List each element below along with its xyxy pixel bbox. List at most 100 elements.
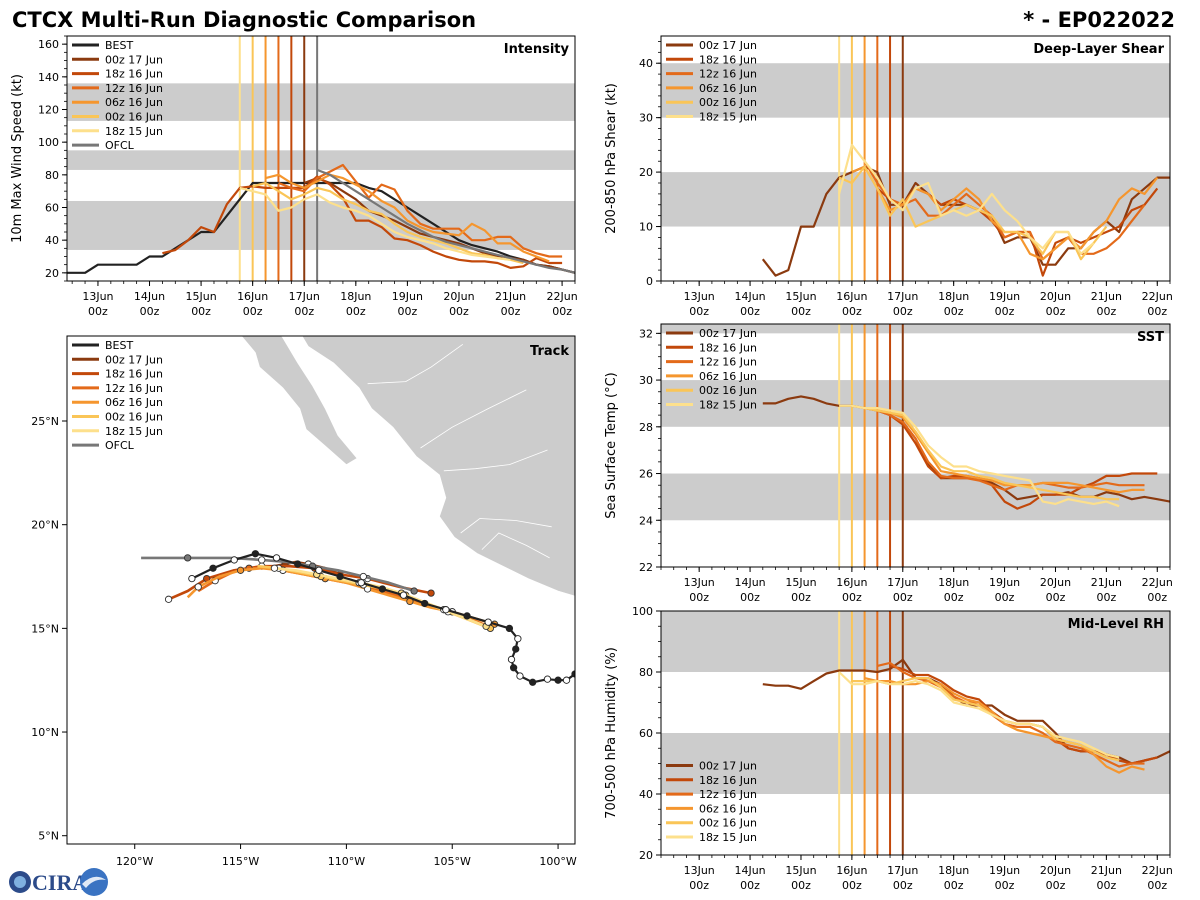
rh-ytick-label: 40 — [639, 788, 653, 801]
rh-xtick-label: 15Jun — [785, 864, 816, 877]
sst-xtick-sublabel: 00z — [995, 591, 1015, 604]
sst-legend-label-06z-16-jun: 06z 16 Jun — [699, 370, 757, 383]
mexico-mainland — [301, 336, 575, 597]
shear-legend-label-00z-17-jun: 00z 17 Jun — [699, 39, 757, 52]
intensity-xtick-label: 21Jun — [495, 290, 526, 303]
shear-xtick-label: 18Jun — [938, 290, 969, 303]
rh-ytick-label: 20 — [639, 849, 653, 862]
track-point-best — [516, 672, 524, 680]
sst-xtick-sublabel: 00z — [893, 591, 913, 604]
rh-xtick-sublabel: 00z — [689, 879, 709, 892]
track-point-best — [272, 554, 281, 562]
sst-legend-label-18z-16-jun: 18z 16 Jun — [699, 341, 757, 354]
track-lon-label: 120°W — [116, 855, 153, 868]
track-point-best — [209, 564, 217, 572]
track-legend-label-18z-16-jun: 18z 16 Jun — [105, 368, 163, 381]
shear-xtick-label: 16Jun — [836, 290, 867, 303]
sst-xtick-sublabel: 00z — [689, 591, 709, 604]
shear-xtick-label: 14Jun — [734, 290, 765, 303]
track-legend-label-00z-17-jun: 00z 17 Jun — [105, 353, 163, 366]
track-point-best — [543, 675, 552, 683]
intensity-xtick-sublabel: 00z — [191, 305, 211, 318]
shear-xtick-label: 19Jun — [989, 290, 1020, 303]
track-point-ofcl — [183, 554, 192, 562]
track-point-best — [484, 618, 492, 626]
sst-xtick-label: 22Jun — [1142, 576, 1173, 589]
rh-xtick-label: 13Jun — [684, 864, 715, 877]
rh-xtick-sublabel: 00z — [1046, 879, 1066, 892]
intensity-xtick-label: 17Jun — [289, 290, 320, 303]
track-lat-label: 5°N — [38, 830, 59, 843]
intensity-xtick-sublabel: 00z — [88, 305, 108, 318]
track-legend-label-12z-16-jun: 12z 16 Jun — [105, 382, 163, 395]
intensity-shaded-band — [67, 83, 575, 121]
cira-logo-text: CIRA — [32, 870, 88, 895]
track-point-best — [507, 655, 516, 664]
track-lon-label: 100°W — [539, 855, 576, 868]
shear-xtick-sublabel: 00z — [689, 305, 709, 318]
sst-xtick-label: 15Jun — [785, 576, 816, 589]
track-point-18z-16-jun — [427, 589, 435, 597]
intensity-panel: 20 40 60 80 100 120 140 160 13Jun 00z 14Jun 00z 15Ju… — [10, 35, 578, 318]
intensity-series-best — [67, 181, 575, 274]
sst-xtick-sublabel: 00z — [944, 591, 964, 604]
sst-legend-label-18z-15-jun: 18z 15 Jun — [699, 399, 757, 412]
sst-xtick-label: 14Jun — [734, 576, 765, 589]
intensity-ytick-label: 80 — [45, 169, 59, 182]
intensity-xtick-sublabel: 00z — [501, 305, 521, 318]
intensity-shaded-band — [67, 150, 575, 170]
rh-ylabel: 700-500 hPa Humidity (%) — [604, 647, 619, 819]
sst-shaded-band — [661, 380, 1170, 427]
shear-ytick-label: 0 — [646, 275, 653, 288]
intensity-title: Intensity — [504, 42, 570, 57]
track-line-18z-15-jun — [274, 566, 487, 628]
sst-xtick-sublabel: 00z — [1147, 591, 1167, 604]
shear-series-12z-16-jun — [863, 160, 1146, 261]
shear-panel: 0 10 20 30 40 13Jun 00z 14Jun 00z 15Jun 00z 16Jun 00… — [604, 35, 1173, 318]
track-point-best — [357, 579, 365, 587]
intensity-legend-label-00z-16-jun: 00z 16 Jun — [105, 111, 163, 124]
track-legend-label-18z-15-jun: 18z 15 Jun — [105, 425, 163, 438]
sst-xtick-sublabel: 00z — [791, 591, 811, 604]
sst-series-00z-16-jun — [851, 404, 1120, 501]
track-point-best — [336, 572, 344, 581]
intensity-series-00z-16-jun — [252, 181, 524, 265]
track-point-ofcl — [359, 572, 367, 581]
intensity-legend-label-best: BEST — [105, 39, 133, 52]
track-point-best — [230, 556, 238, 564]
intensity-xtick-label: 16Jun — [237, 290, 268, 303]
intensity-legend-label-06z-16-jun: 06z 16 Jun — [105, 96, 163, 109]
storm-id-title: * - EP022022 — [1023, 8, 1175, 32]
rh-series-00z-16-jun — [851, 676, 1120, 762]
track-point-best — [562, 676, 571, 684]
intensity-xtick-label: 14Jun — [134, 290, 165, 303]
rh-xtick-sublabel: 00z — [791, 879, 811, 892]
shear-xtick-label: 20Jun — [1040, 290, 1071, 303]
sst-ytick-label: 28 — [639, 421, 653, 434]
intensity-xtick-sublabel: 00z — [449, 305, 469, 318]
rh-title: Mid-Level RH — [1068, 617, 1164, 632]
shear-ytick-label: 10 — [639, 221, 653, 234]
track-point-best — [514, 635, 522, 643]
rh-xtick-label: 17Jun — [887, 864, 918, 877]
rh-xtick-label: 16Jun — [836, 864, 867, 877]
sst-ytick-label: 30 — [639, 374, 653, 387]
figure-title: CTCX Multi-Run Diagnostic Comparison — [12, 8, 476, 32]
shear-xtick-label: 17Jun — [887, 290, 918, 303]
rh-xtick-label: 18Jun — [938, 864, 969, 877]
intensity-ylabel: 10m Max Wind Speed (kt) — [10, 74, 25, 243]
shear-legend-label-06z-16-jun: 06z 16 Jun — [699, 82, 757, 95]
sst-series-06z-16-jun — [864, 407, 1145, 494]
track-point-best — [294, 560, 302, 568]
sst-shaded-band — [661, 324, 1170, 334]
shear-xtick-label: 13Jun — [684, 290, 715, 303]
shear-xtick-label: 15Jun — [785, 290, 816, 303]
track-point-06z-16-jun — [236, 566, 245, 574]
intensity-xtick-label: 19Jun — [392, 290, 423, 303]
track-lon-label: 110°W — [328, 855, 365, 868]
rh-shaded-band — [661, 611, 1170, 672]
rh-xtick-label: 19Jun — [989, 864, 1020, 877]
sst-legend-label-12z-16-jun: 12z 16 Jun — [699, 356, 757, 369]
track-point-18z-15-jun — [270, 564, 279, 572]
